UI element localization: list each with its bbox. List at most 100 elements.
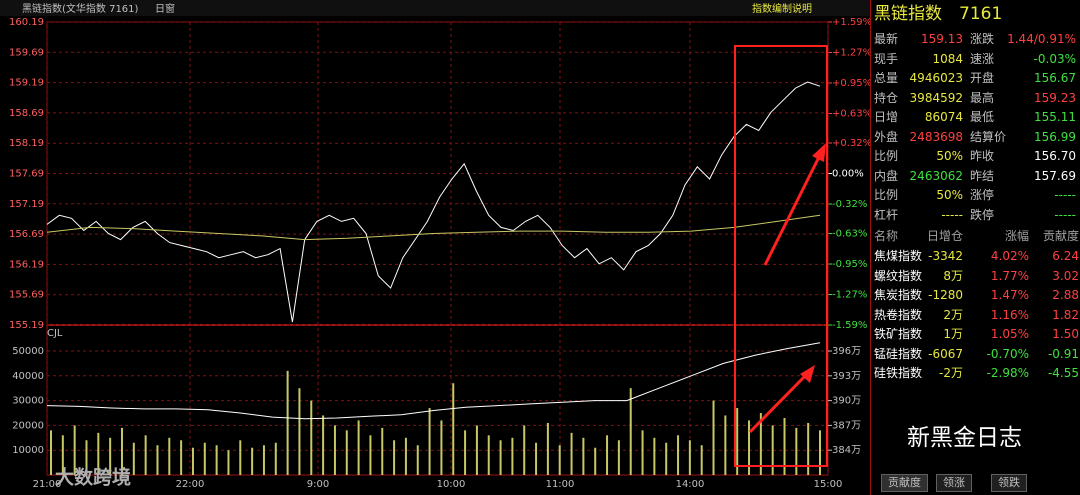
contribution-value: -2万: [939, 366, 963, 380]
quote-label: 内盘: [874, 168, 899, 183]
quote-label: 涨停: [970, 188, 995, 202]
x-tick-label: 14:00: [676, 479, 705, 490]
quote-label: 跌停: [970, 207, 995, 222]
contribution-name: 铁矿指数: [874, 327, 923, 341]
quote-value: 1.44/0.91%: [1007, 32, 1076, 46]
open-interest-line: [46, 342, 821, 420]
quote-label: 最低: [970, 110, 995, 124]
y2-tick-label: 396万: [832, 346, 861, 357]
column-header: 日增仓: [926, 229, 963, 243]
column-header: 名称: [874, 229, 899, 243]
arrow: [763, 154, 822, 266]
quote-value: 157.69: [1034, 168, 1076, 183]
y2-tick-label: -0.32%: [832, 199, 867, 210]
volume-bar: [712, 400, 715, 475]
volume-bar: [109, 437, 112, 475]
quote-label: 昨结: [970, 168, 995, 183]
volume-bar: [85, 440, 88, 475]
contribution-value: -2.98%: [986, 366, 1029, 380]
volume-bar: [203, 442, 206, 475]
arrow: [748, 373, 808, 434]
volume-bar: [120, 427, 123, 475]
quote-value: 156.99: [1034, 129, 1076, 144]
quote-label: 现手: [874, 51, 899, 66]
volume-bar: [286, 370, 289, 475]
volume-bar: [357, 420, 360, 475]
contribution-value: 1.77%: [990, 268, 1029, 283]
volume-bar: [61, 435, 64, 475]
volume-bar: [239, 440, 242, 475]
volume-bar: [428, 408, 431, 475]
quote-value: 156.67: [1034, 71, 1076, 85]
contribution-value: 8万: [943, 268, 963, 283]
quote-value: -----: [1054, 207, 1076, 222]
y2-tick-label: 387万: [832, 420, 861, 431]
contribution-name: 锰硅指数: [874, 346, 923, 361]
link[interactable]: 指数编制说明: [752, 2, 812, 15]
plot-frame: [46, 21, 829, 476]
y-tick-label: 159.69: [9, 47, 44, 58]
quote-label: 开盘: [970, 71, 995, 85]
contribution-value: 1.05%: [990, 327, 1029, 341]
y2-tick-label: +0.32%: [832, 138, 870, 149]
side-panel: 黑链指数 7161 新黑金日志 最新 159.13 涨跌 1.44/0.91% 现手 10…: [870, 0, 1080, 495]
volume-bar: [333, 425, 336, 475]
volume-bar: [345, 430, 348, 475]
chart-area: 黑链指数(文华指数 7161) 日窗 指数编制说明 CJL 155.19 155.…: [0, 0, 870, 490]
chart-title: 黑链指数(文华指数 7161): [22, 2, 139, 15]
contribution-value: 2万: [943, 307, 963, 322]
quote-label: 最高: [970, 90, 995, 105]
volume-bar: [404, 437, 407, 475]
x-tick-label: 21:00: [33, 479, 62, 490]
volume-bar: [262, 445, 265, 475]
volume-bar: [594, 447, 597, 475]
contribution-value: -1280: [928, 288, 963, 302]
quote-code: 7161: [959, 4, 1003, 24]
volume-bar: [475, 425, 478, 475]
tab[interactable]: 领跌: [991, 474, 1027, 492]
y-tick-label: 160.19: [9, 17, 44, 28]
volume-bar: [322, 415, 325, 475]
contribution-value: 1.82: [1052, 307, 1079, 322]
quote-value: -0.03%: [1033, 51, 1076, 66]
y-tick-label: 155.19: [9, 320, 44, 331]
volume-bar: [393, 440, 396, 475]
y2-tick-label: +0.63%: [832, 108, 870, 119]
contribution-name: 焦炭指数: [874, 288, 923, 302]
volume-bar: [795, 427, 798, 475]
volume-bar: [748, 420, 751, 475]
quote-value: 1084: [932, 51, 963, 66]
volume-bar: [570, 432, 573, 475]
x-tick-label: 11:00: [546, 479, 575, 490]
x-tick-label: 15:00: [814, 479, 843, 490]
quote-label: 速涨: [970, 51, 995, 66]
period[interactable]: 日窗: [155, 2, 175, 15]
quote-value: 50%: [936, 188, 963, 202]
contribution-value: -0.70%: [986, 346, 1029, 361]
volume-bar: [487, 435, 490, 475]
volume-bar: [677, 435, 680, 475]
y2-tick-label: +0.95%: [832, 78, 870, 89]
contribution-value: 1万: [943, 327, 963, 341]
y2-tick-label: 393万: [832, 371, 861, 382]
y-tick-label: 40000: [12, 371, 44, 382]
price-line: [46, 214, 821, 241]
quote-label: 杠杆: [874, 207, 899, 222]
contribution-value: -0.91: [1047, 346, 1079, 361]
volume-bar: [535, 442, 538, 475]
volume-bar: [771, 425, 774, 475]
contribution-value: -6067: [928, 346, 963, 361]
arrow-head: [800, 365, 815, 383]
y-tick-label: 157.19: [9, 199, 44, 210]
tab[interactable]: 领涨: [936, 474, 972, 492]
quote-label: 昨收: [970, 149, 995, 163]
quote-label: 涨跌: [970, 32, 995, 46]
tab[interactable]: 贡献度: [881, 474, 928, 492]
volume-bar: [97, 432, 100, 475]
quote-label: 总量: [874, 71, 899, 85]
quote-value: 2463062: [909, 168, 963, 183]
quote-value: 86074: [924, 110, 963, 124]
y-tick-label: 158.69: [9, 108, 44, 119]
volume-bar: [440, 420, 443, 475]
